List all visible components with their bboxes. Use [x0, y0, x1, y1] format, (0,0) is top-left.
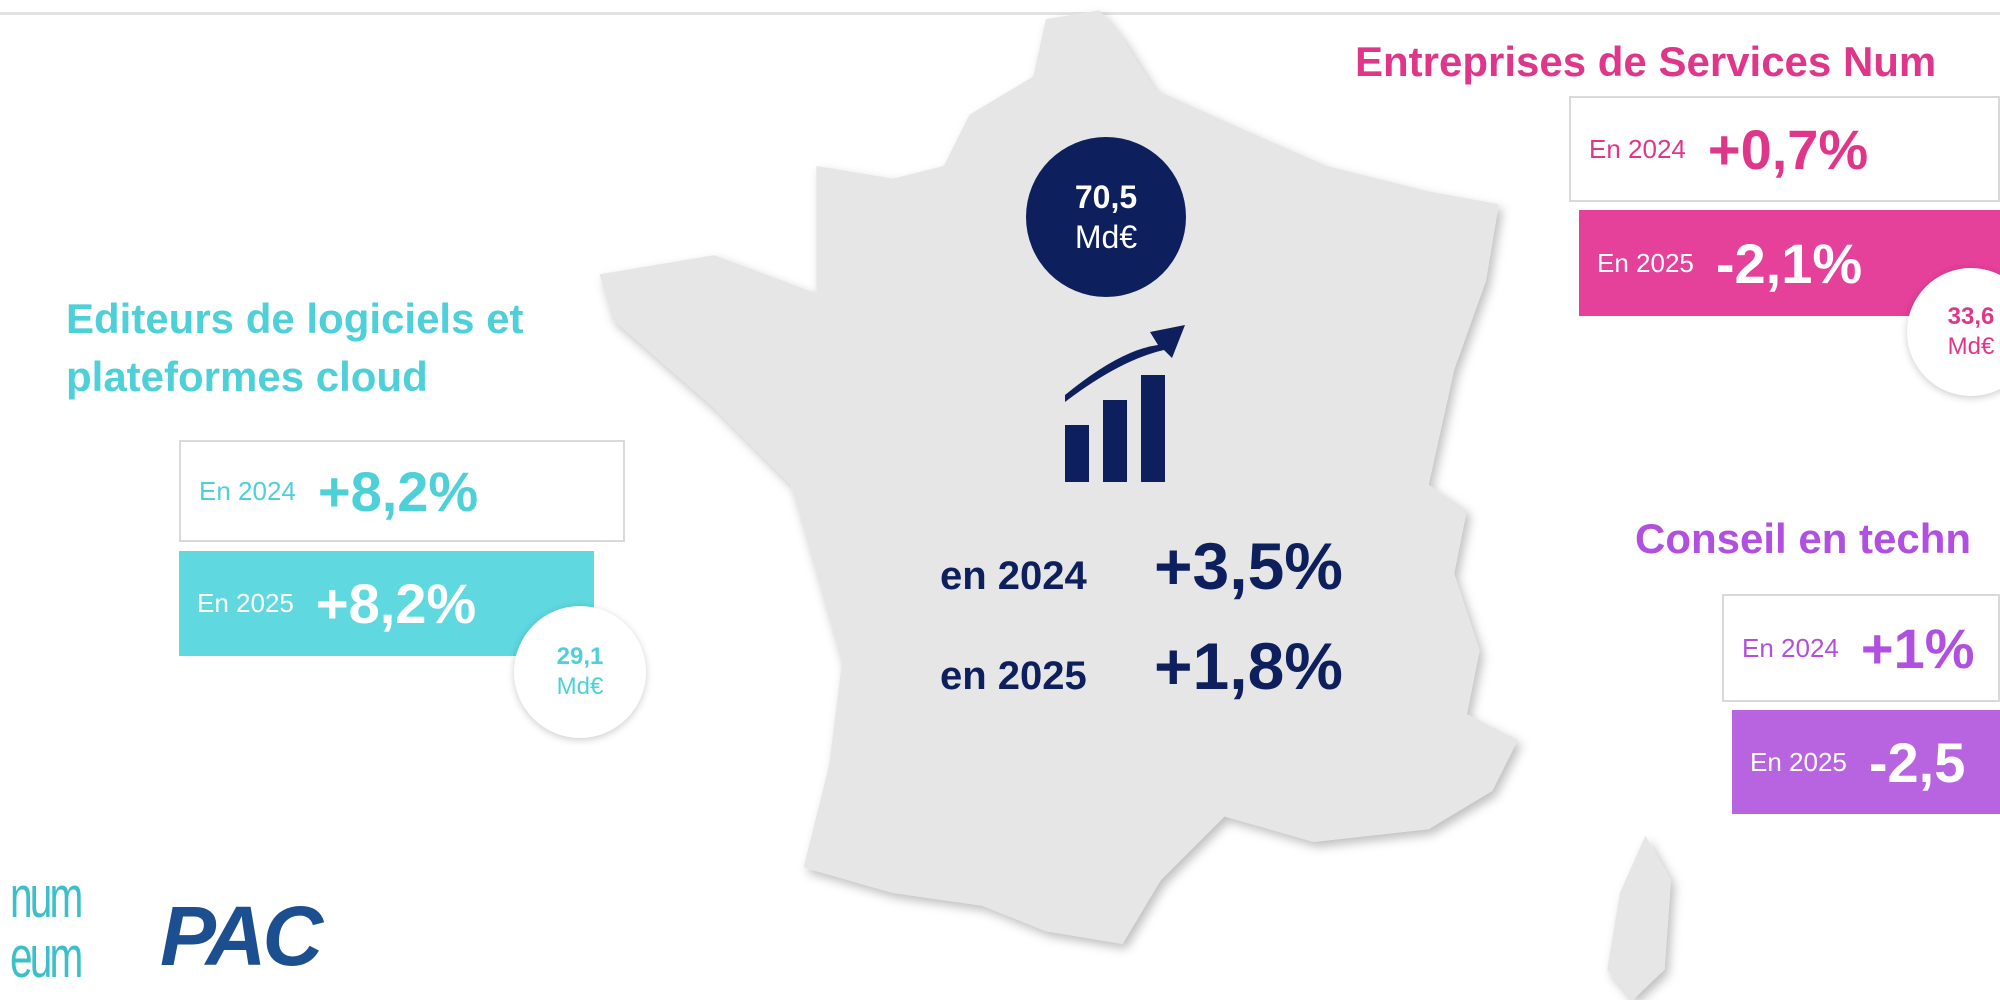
growth-box: En 2024 +8,2% [179, 440, 625, 542]
pac-logo: PAC [160, 889, 323, 983]
growth-value: -2,5 [1868, 730, 1966, 794]
year-label: En 2024 [1589, 133, 1686, 164]
segment-title: Entreprises de Services Num [1355, 33, 1936, 91]
numeum-logo: num eum [10, 865, 83, 990]
total-value: 70,5 [1074, 179, 1138, 215]
logo-text: num [10, 865, 83, 930]
france-mainland [599, 10, 1518, 944]
logo-text: eum [10, 925, 83, 990]
growth-value: +1% [1860, 616, 1975, 680]
total-bubble: 70,5 Md€ [1026, 137, 1186, 297]
year-label: En 2024 [1742, 632, 1839, 663]
growth-value: -2,1% [1715, 231, 1863, 295]
growth-box: En 2024 +0,7% [1569, 96, 2000, 202]
growth-value: +0,7% [1707, 117, 1869, 181]
center-growth: +1,8% [1154, 629, 1343, 703]
year-label: En 2025 [1597, 247, 1694, 278]
growth-value: +8,2% [315, 572, 477, 635]
size-value: 33,6 [1947, 303, 1995, 330]
growth-box: En 2024 +1% [1722, 594, 2000, 702]
size-bubble: 29,1 Md€ [514, 606, 646, 738]
segment-title: Editeurs de logiciels et plateformes clou… [66, 290, 523, 406]
year-label: En 2024 [199, 475, 296, 506]
year-label: En 2025 [1750, 746, 1847, 777]
growth-value: +8,2% [317, 459, 479, 523]
title-line: Conseil en techn [1635, 515, 1972, 562]
center-growth: +3,5% [1154, 529, 1343, 603]
size-unit: Md€ [556, 673, 604, 700]
year-label: En 2025 [197, 588, 294, 618]
title-line: plateformes cloud [66, 353, 428, 400]
size-value: 29,1 [556, 643, 604, 670]
top-rule [0, 12, 2000, 15]
title-line: Entreprises de Services Num [1355, 38, 1937, 85]
center-row: en 2025 +1,8% [940, 628, 1343, 704]
growth-box: En 2025 -2,5 [1732, 710, 2000, 814]
total-unit: Md€ [1074, 219, 1138, 255]
size-unit: Md€ [1947, 333, 1995, 360]
title-line: Editeurs de logiciels et [66, 295, 524, 342]
center-year: en 2025 [940, 654, 1087, 698]
center-year: en 2024 [940, 554, 1087, 598]
size-bubble: 33,6 Md€ [1907, 268, 2000, 396]
segment-title: Conseil en techn [1635, 510, 1971, 568]
corsica [1607, 835, 1671, 1000]
center-row: en 2024 +3,5% [940, 528, 1343, 604]
growth-icon [1065, 325, 1185, 482]
